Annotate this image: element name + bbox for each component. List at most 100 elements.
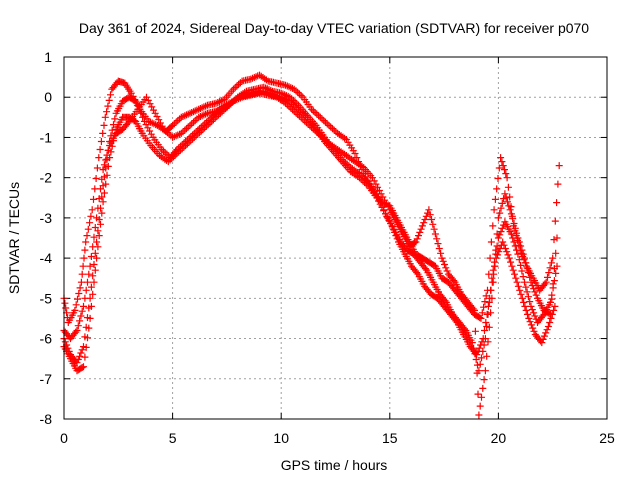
data-point [472,328,479,335]
data-point [84,279,91,286]
data-point [431,226,438,233]
data-point [298,92,305,99]
data-point [556,162,563,169]
data-point [174,117,181,124]
data-point [488,239,495,246]
data-point [437,250,444,257]
data-point [528,303,535,310]
data-point [232,84,239,91]
data-point [524,311,531,318]
sdtvar-chart: Day 361 of 2024, Sidereal Day-to-day VTE… [0,0,640,480]
data-point [422,216,429,223]
data-point [81,255,88,262]
x-tick-label: 0 [60,430,68,446]
data-point [415,232,422,239]
data-point [499,225,506,232]
data-point [326,122,333,129]
data-point [97,221,104,228]
data-point [516,256,523,263]
data-point [85,271,92,278]
data-point [542,329,549,336]
data-point [441,261,448,268]
data-point [551,303,558,310]
data-point [490,279,497,286]
data-point [512,275,519,282]
data-point [484,311,491,318]
data-point [86,219,93,226]
data-point [506,255,513,262]
data-point [493,185,500,192]
data-point [420,219,427,226]
data-point [494,251,501,258]
data-point [62,305,69,312]
data-point [77,284,84,291]
data-point [331,127,338,134]
data-point [235,81,242,88]
data-point [523,307,530,314]
data-point [517,243,524,250]
data-point [478,354,485,361]
chart-title: Day 361 of 2024, Sidereal Day-to-day VTE… [79,20,589,36]
data-point [93,255,100,262]
data-point [499,239,506,246]
data-point [516,287,523,294]
data-point [76,317,83,324]
data-point [82,239,89,246]
y-tick-label: 0 [44,89,52,105]
data-point [101,122,108,129]
data-point [553,199,560,206]
data-point [81,247,88,254]
data-point [502,170,509,177]
data-point [529,306,536,313]
data-point [497,154,504,161]
data-point [75,290,82,297]
data-point [85,226,92,233]
axis-ticks: 0 5 10 15 20 25-8-7-6-5-4-3-2-101 [40,49,615,446]
data-point [152,110,159,117]
data-point [528,321,535,328]
data-point [507,259,514,266]
data-point [489,222,496,229]
data-point [93,175,100,182]
data-point [477,403,484,410]
data-point [102,114,109,121]
data-point [491,206,498,213]
data-point [95,154,102,161]
data-point [490,271,497,278]
data-point [312,109,319,116]
data-point [315,112,322,119]
y-tick-label: -3 [40,210,53,226]
data-point [492,196,499,203]
y-tick-label: -6 [40,331,53,347]
data-point [499,200,506,207]
data-point [483,353,490,360]
data-point [501,166,508,173]
data-point [327,124,334,131]
data-point [79,271,86,278]
x-tick-label: 15 [382,430,398,446]
data-point [544,274,551,281]
data-point [525,293,532,300]
data-point [507,206,514,213]
data-point [503,248,510,255]
data-point [425,206,432,213]
data-point [432,231,439,238]
data-point [522,284,529,291]
data-point [296,91,303,98]
data-point [541,333,548,340]
data-point [87,263,94,270]
data-point [111,115,118,122]
data-point [148,131,155,138]
data-point [510,267,517,274]
data-point [77,313,84,320]
y-axis-label: SDTVAR / TECUs [6,182,22,294]
data-point [99,130,106,137]
y-tick-label: 1 [44,49,52,65]
data-point [429,221,436,228]
data-point [495,175,502,182]
data-point [98,210,105,217]
data-point [520,299,527,306]
data-point [310,107,317,114]
data-point [505,184,512,191]
data-point [192,117,199,124]
